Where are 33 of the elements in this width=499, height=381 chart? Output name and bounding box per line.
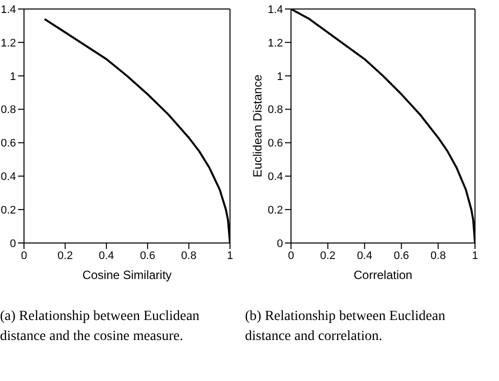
y-tick-label: 0.4 [268, 171, 283, 184]
y-tick-label: 0.2 [268, 204, 283, 216]
y-tick-label: 1.4 [268, 4, 283, 16]
y-tick-label: 0.6 [0, 138, 16, 150]
y-tick-label: 0.8 [0, 104, 16, 116]
x-tick-label: 0.4 [98, 250, 114, 262]
x-axis-title: Correlation [354, 268, 412, 282]
x-tick-label: 1 [472, 250, 478, 262]
x-tick-label: 0 [20, 250, 28, 262]
y-tick-label: 0.2 [0, 204, 16, 216]
y-tick-label: 1.2 [268, 37, 283, 50]
x-tick-label: 0.2 [58, 250, 73, 262]
x-tick-label: 0 [288, 250, 294, 262]
x-tick-label: 0.4 [356, 250, 372, 262]
y-tick-label: 1.4 [0, 4, 16, 16]
y-tick-label: 1.2 [0, 37, 16, 50]
y-tick-label: 1 [10, 70, 16, 83]
x-tick-label: 0.6 [140, 250, 156, 262]
text: (b) Relationship between Euclidean distance and correlation. [245, 308, 446, 346]
x-tick-label: 0.6 [394, 250, 410, 262]
y-tick-label: 0.6 [268, 138, 283, 150]
x-tick-label: 0.8 [181, 250, 196, 262]
y-tick-label: 1 [276, 70, 283, 83]
x-tick-label: 0.8 [430, 250, 446, 262]
y-tick-label: 0 [10, 238, 16, 250]
x-axis-title: Cosine Similarity [82, 268, 172, 282]
y-axis-title: Euclidean Distance [250, 74, 264, 178]
y-tick-label: 0.8 [268, 104, 283, 116]
text: (a) Relationship between Euclidean distance and the cosine measure. [0, 308, 200, 346]
y-tick-label: 0 [276, 238, 283, 250]
y-tick-label: 0.4 [0, 171, 16, 184]
x-tick-label: 1 [226, 250, 234, 262]
x-tick-label: 0.2 [320, 250, 336, 262]
